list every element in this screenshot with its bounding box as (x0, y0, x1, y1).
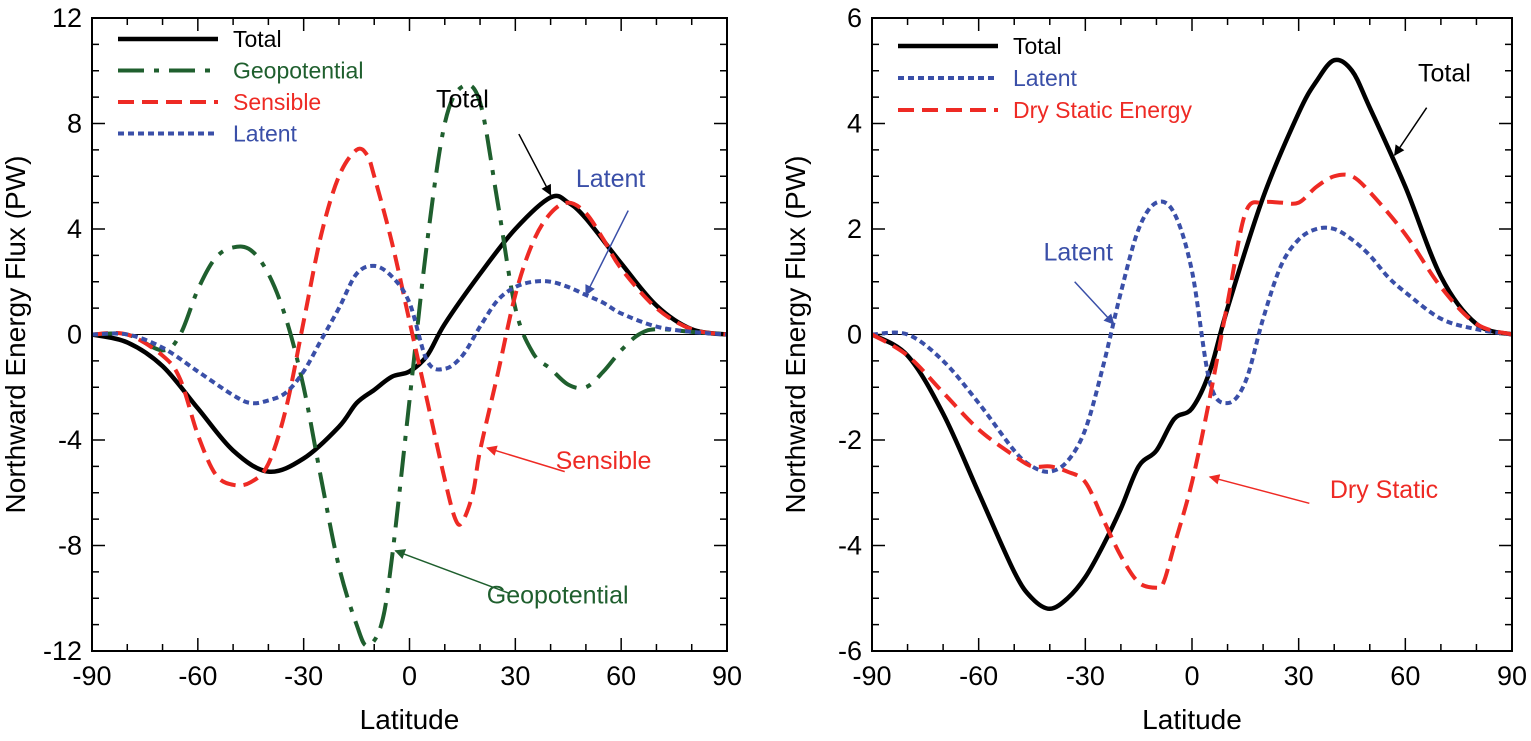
series-line-latent (872, 199, 1512, 474)
legend-label-sensible: Sensible (233, 89, 321, 115)
legend: Total Geopotential Sensible Latent (118, 26, 363, 147)
annotation-label-total: Total (436, 86, 489, 114)
x-tick-label: -90 (852, 661, 891, 691)
x-tick-label: 60 (1390, 661, 1420, 691)
annotation-arrow-latent (1074, 281, 1115, 325)
y-tick-label: 4 (67, 214, 82, 244)
x-tick-label: -60 (959, 661, 998, 691)
x-tick-label: -60 (178, 661, 217, 691)
annotation-arrow-total (1394, 107, 1428, 157)
annotation-label-geopotential: Geopotential (487, 582, 629, 610)
x-tick-label: 90 (1497, 661, 1527, 691)
series-line-total (92, 193, 727, 475)
series-line-geopotential (92, 82, 727, 648)
x-tick-label: 0 (1184, 661, 1199, 691)
series-lines (872, 57, 1512, 612)
legend-label-dry-static: Dry Static Energy (1013, 97, 1192, 123)
plot-frame (91, 17, 728, 652)
x-tick-label: 30 (1284, 661, 1314, 691)
x-tick-label: -90 (72, 661, 111, 691)
x-tick-label: -30 (1066, 661, 1105, 691)
y-tick-label: -4 (838, 531, 862, 561)
series-line-sensible (92, 146, 727, 527)
x-axis-title: Latitude (1142, 704, 1242, 735)
legend-label-total: Total (233, 26, 282, 52)
annotation-arrow-total (518, 133, 552, 196)
x-tick-label: 30 (500, 661, 530, 691)
annotation-label-latent: Latent (1043, 239, 1113, 267)
y-tick-label: 0 (847, 320, 862, 350)
y-tick-label: -6 (838, 636, 862, 666)
y-tick-label: 6 (847, 3, 862, 33)
annotation-label-latent: Latent (576, 165, 646, 193)
x-tick-label: 90 (712, 661, 742, 691)
x-axis-title: Latitude (360, 704, 460, 735)
annotation-arrow-latent (585, 210, 629, 296)
legend-label-total: Total (1013, 33, 1062, 59)
annotation-arrow-geopotential (394, 549, 509, 594)
annotation-arrow-dry-static (1208, 474, 1310, 505)
annotation-label-sensible: Sensible (556, 447, 652, 475)
x-tick-label: -30 (284, 661, 323, 691)
annotations: Total Latent Sensible Geopotential (394, 86, 652, 610)
left-panel: -90 -60 -30 0 30 60 90 -12 -8 -4 0 4 8 12 Latitude Nort… (0, 3, 742, 735)
series-line-dry-static (872, 172, 1512, 590)
y-tick-label: 2 (847, 214, 862, 244)
y-tick-label: -8 (58, 531, 82, 561)
y-tick-label: -4 (58, 425, 82, 455)
legend: Total Latent Dry Static Energy (898, 33, 1192, 123)
legend-label-latent: Latent (233, 121, 298, 147)
y-tick-label: 0 (67, 320, 82, 350)
annotation-label-total: Total (1418, 59, 1471, 87)
y-axis-title: Northward Energy Flux (PW) (780, 156, 811, 514)
y-tick-label: 8 (67, 109, 82, 139)
y-tick-label: 12 (52, 3, 82, 33)
y-tick-label: 4 (847, 109, 862, 139)
x-tick-label: 0 (402, 661, 417, 691)
y-tick-label: -12 (43, 636, 82, 666)
plot-frame (871, 17, 1513, 652)
y-axis-title: Northward Energy Flux (PW) (0, 156, 31, 514)
legend-label-geopotential: Geopotential (233, 58, 363, 84)
series-line-total (872, 57, 1512, 612)
legend-label-latent: Latent (1013, 65, 1078, 91)
annotations: Total Latent Dry Static (1043, 59, 1470, 504)
x-tick-label: 60 (606, 661, 636, 691)
right-panel: -90 -60 -30 0 30 60 90 -6 -4 -2 0 2 4 6 Latitude Northw… (780, 3, 1527, 735)
annotation-arrow-sensible (486, 445, 565, 473)
annotation-label-dry-static: Dry Static (1330, 476, 1438, 504)
y-tick-label: -2 (838, 425, 862, 455)
